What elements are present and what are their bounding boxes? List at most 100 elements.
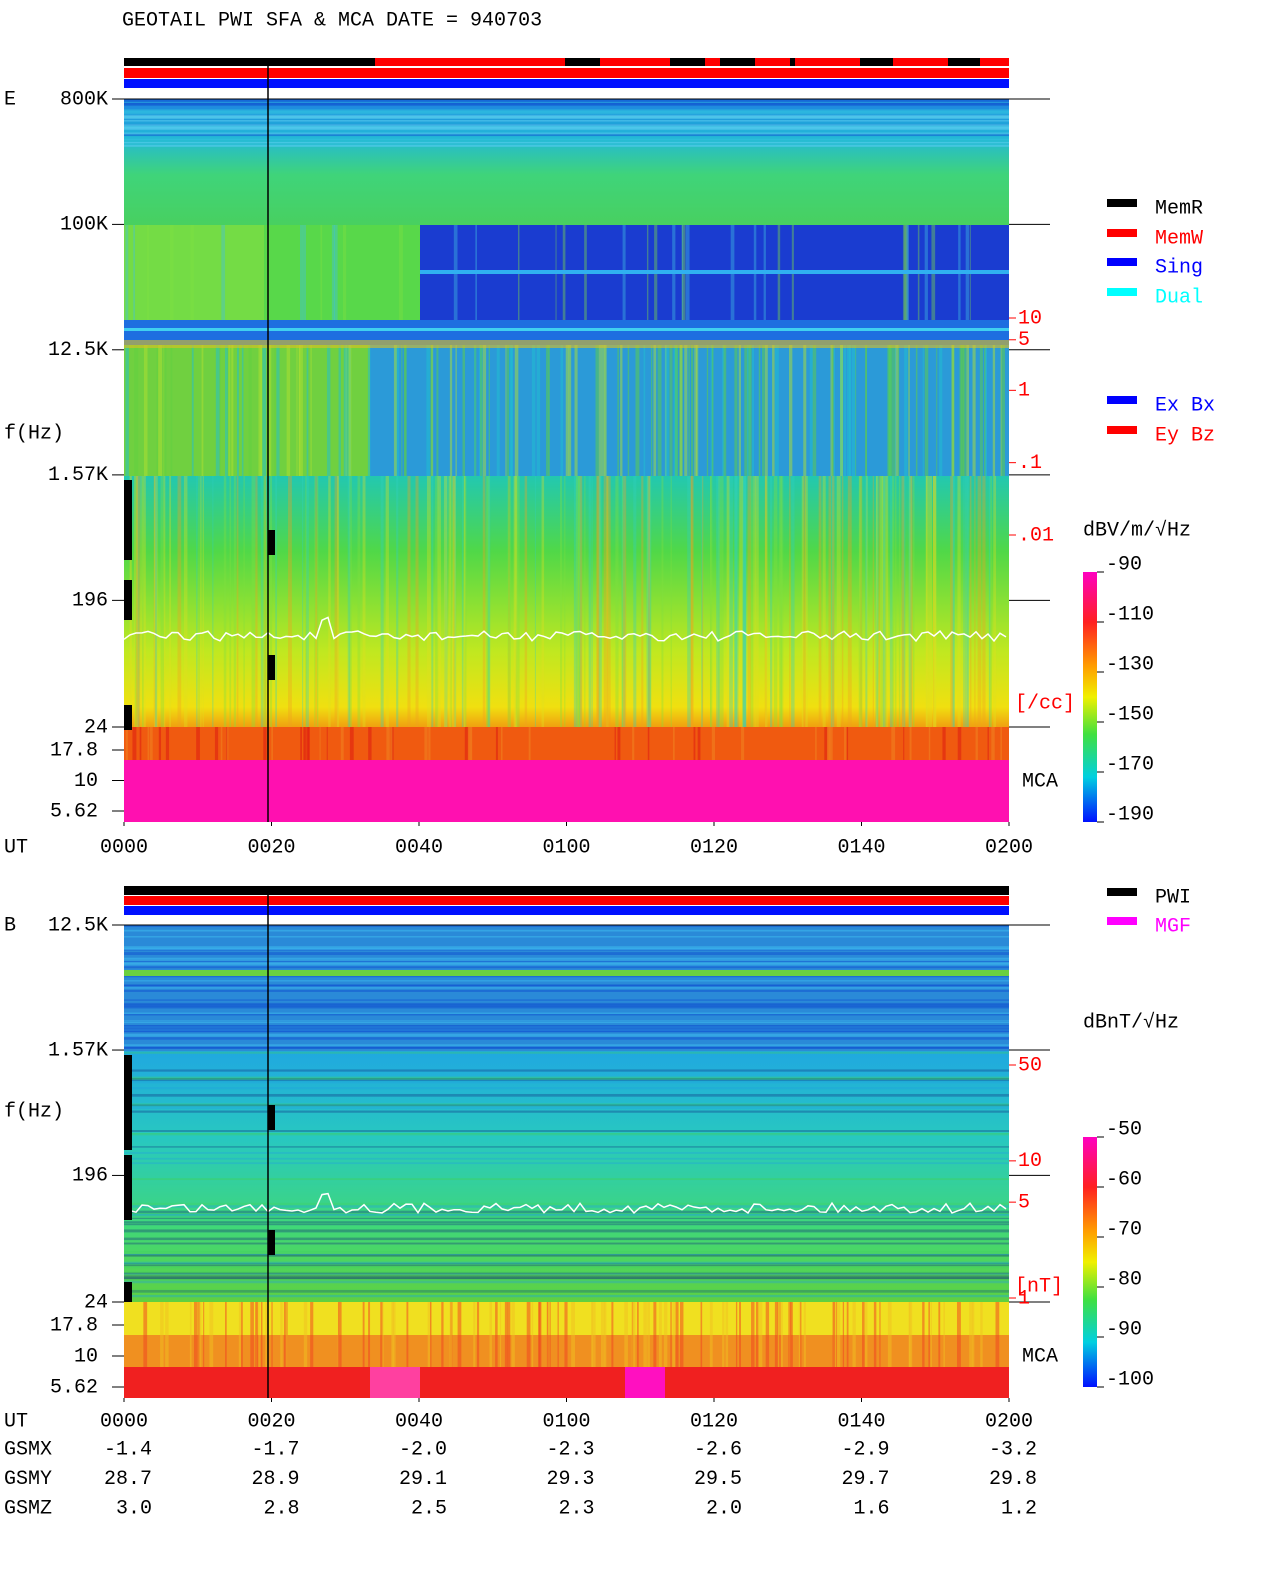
colorbar-tick-label: -170 [1106, 753, 1154, 776]
spectrogram-band [268, 655, 275, 680]
spectrogram-band [833, 345, 836, 476]
spectrogram-band [528, 727, 531, 760]
legend-swatch [1107, 396, 1137, 404]
spectrogram-band [611, 1302, 614, 1367]
spectrogram-band [873, 1302, 877, 1367]
spectrogram-band [829, 727, 833, 760]
spectrogram-band [886, 476, 889, 727]
spectrogram-band [889, 476, 893, 727]
colorbar-tick-label: -70 [1106, 1218, 1142, 1241]
spectrogram-band [777, 1302, 779, 1367]
spectrogram-band [762, 345, 765, 476]
spectrogram-band [560, 476, 563, 727]
spectrogram-band [189, 1302, 192, 1367]
spectrogram-band [711, 727, 716, 760]
x-axis-label: UT [4, 836, 28, 859]
spectrogram-band [223, 476, 227, 727]
spectrogram-band [574, 345, 578, 476]
spectrogram-band [136, 476, 138, 727]
spectrogram-band [664, 345, 669, 476]
spectrogram-band [653, 1302, 657, 1367]
spectrogram-band [124, 1262, 1009, 1266]
spectrogram-band [298, 345, 301, 476]
legend-swatch [1107, 258, 1137, 266]
spectrogram-band [380, 476, 384, 727]
spectrogram-band [705, 58, 720, 66]
spectrogram-band [912, 476, 915, 727]
spectrogram-band [641, 476, 644, 727]
density-tick-label: 1 [1018, 1287, 1030, 1310]
spectrogram-band [124, 984, 1009, 988]
spectrogram-band [142, 476, 144, 727]
spectrogram-band [598, 345, 602, 476]
panel-label: B [4, 914, 16, 937]
spectrogram-band [436, 345, 439, 476]
legend-swatch [1107, 888, 1137, 896]
spectrogram-band [143, 1302, 148, 1367]
spectrogram-band [865, 476, 868, 727]
legend-label: Ey Bz [1155, 424, 1215, 447]
spectrogram-band [154, 476, 158, 727]
spectrogram-band [928, 727, 931, 760]
spectrogram-band [670, 1302, 672, 1367]
spectrogram-band [367, 345, 371, 476]
spectrogram-band [124, 961, 1009, 963]
spectrogram-band [336, 476, 340, 727]
spectrogram-band [304, 727, 307, 760]
spectrogram-band [260, 476, 264, 727]
orbit-value: 29.5 [694, 1468, 742, 1491]
spectrogram-band [124, 1002, 1009, 1006]
colorbar-tick-label: -90 [1106, 1318, 1142, 1341]
spectrogram-band [939, 345, 943, 476]
spectrogram-band [661, 476, 664, 727]
spectrogram-band [922, 345, 924, 476]
y-tick-label: 12.5K [48, 339, 108, 362]
spectrogram-band [220, 727, 223, 760]
spectrogram-band [305, 476, 307, 727]
spectrogram-band [508, 476, 510, 727]
spectrogram-band [901, 476, 905, 727]
spectrogram-band [526, 1302, 531, 1367]
spectrogram-band [643, 1302, 647, 1367]
y-axis-label: f(Hz) [4, 422, 64, 445]
spectrogram-band [255, 476, 258, 727]
spectrogram-band [633, 476, 637, 727]
spectrogram-band [124, 1178, 1009, 1181]
spectrogram-band [124, 99, 1009, 102]
spectrogram-band [828, 476, 832, 727]
spectrogram-band [225, 345, 228, 476]
spectrogram-band [476, 1302, 480, 1367]
spectrogram-band [693, 727, 696, 760]
spectrogram-band [134, 345, 139, 476]
y-tick-label: 100K [60, 214, 108, 237]
spectrogram-band [136, 476, 141, 727]
spectrogram-band [430, 1302, 432, 1367]
spectrogram-band [571, 1302, 576, 1367]
spectrogram-band [882, 476, 886, 727]
spectrogram-band [805, 476, 808, 727]
spectrogram-band [647, 1302, 650, 1367]
spectrogram-band [265, 1302, 269, 1367]
spectrogram-band [960, 345, 965, 476]
spectrogram-band [500, 727, 503, 760]
spectrogram-band [975, 727, 978, 760]
spectrogram-band [262, 345, 267, 476]
spectrogram-band [531, 345, 536, 476]
spectrogram-band [124, 1029, 1009, 1033]
spectrogram-band [203, 1302, 205, 1367]
spectrogram-band [764, 476, 768, 727]
x-tick-label: 0140 [837, 1410, 885, 1433]
x-tick-label: 0100 [542, 1410, 590, 1433]
spectrogram-band [648, 476, 651, 727]
spectrogram-band [368, 727, 372, 760]
spectrogram-band [524, 476, 528, 727]
spectrogram-band [841, 476, 844, 727]
spectrogram-band [779, 1302, 781, 1367]
spectrogram-band [803, 345, 807, 476]
y-tick-label: 1.57K [48, 1039, 108, 1062]
spectrogram-band [212, 476, 214, 727]
spectrogram-band [830, 476, 835, 727]
spectrogram-band [588, 476, 591, 727]
spectrogram-band [300, 727, 303, 760]
x-axis-label: UT [4, 1410, 28, 1433]
